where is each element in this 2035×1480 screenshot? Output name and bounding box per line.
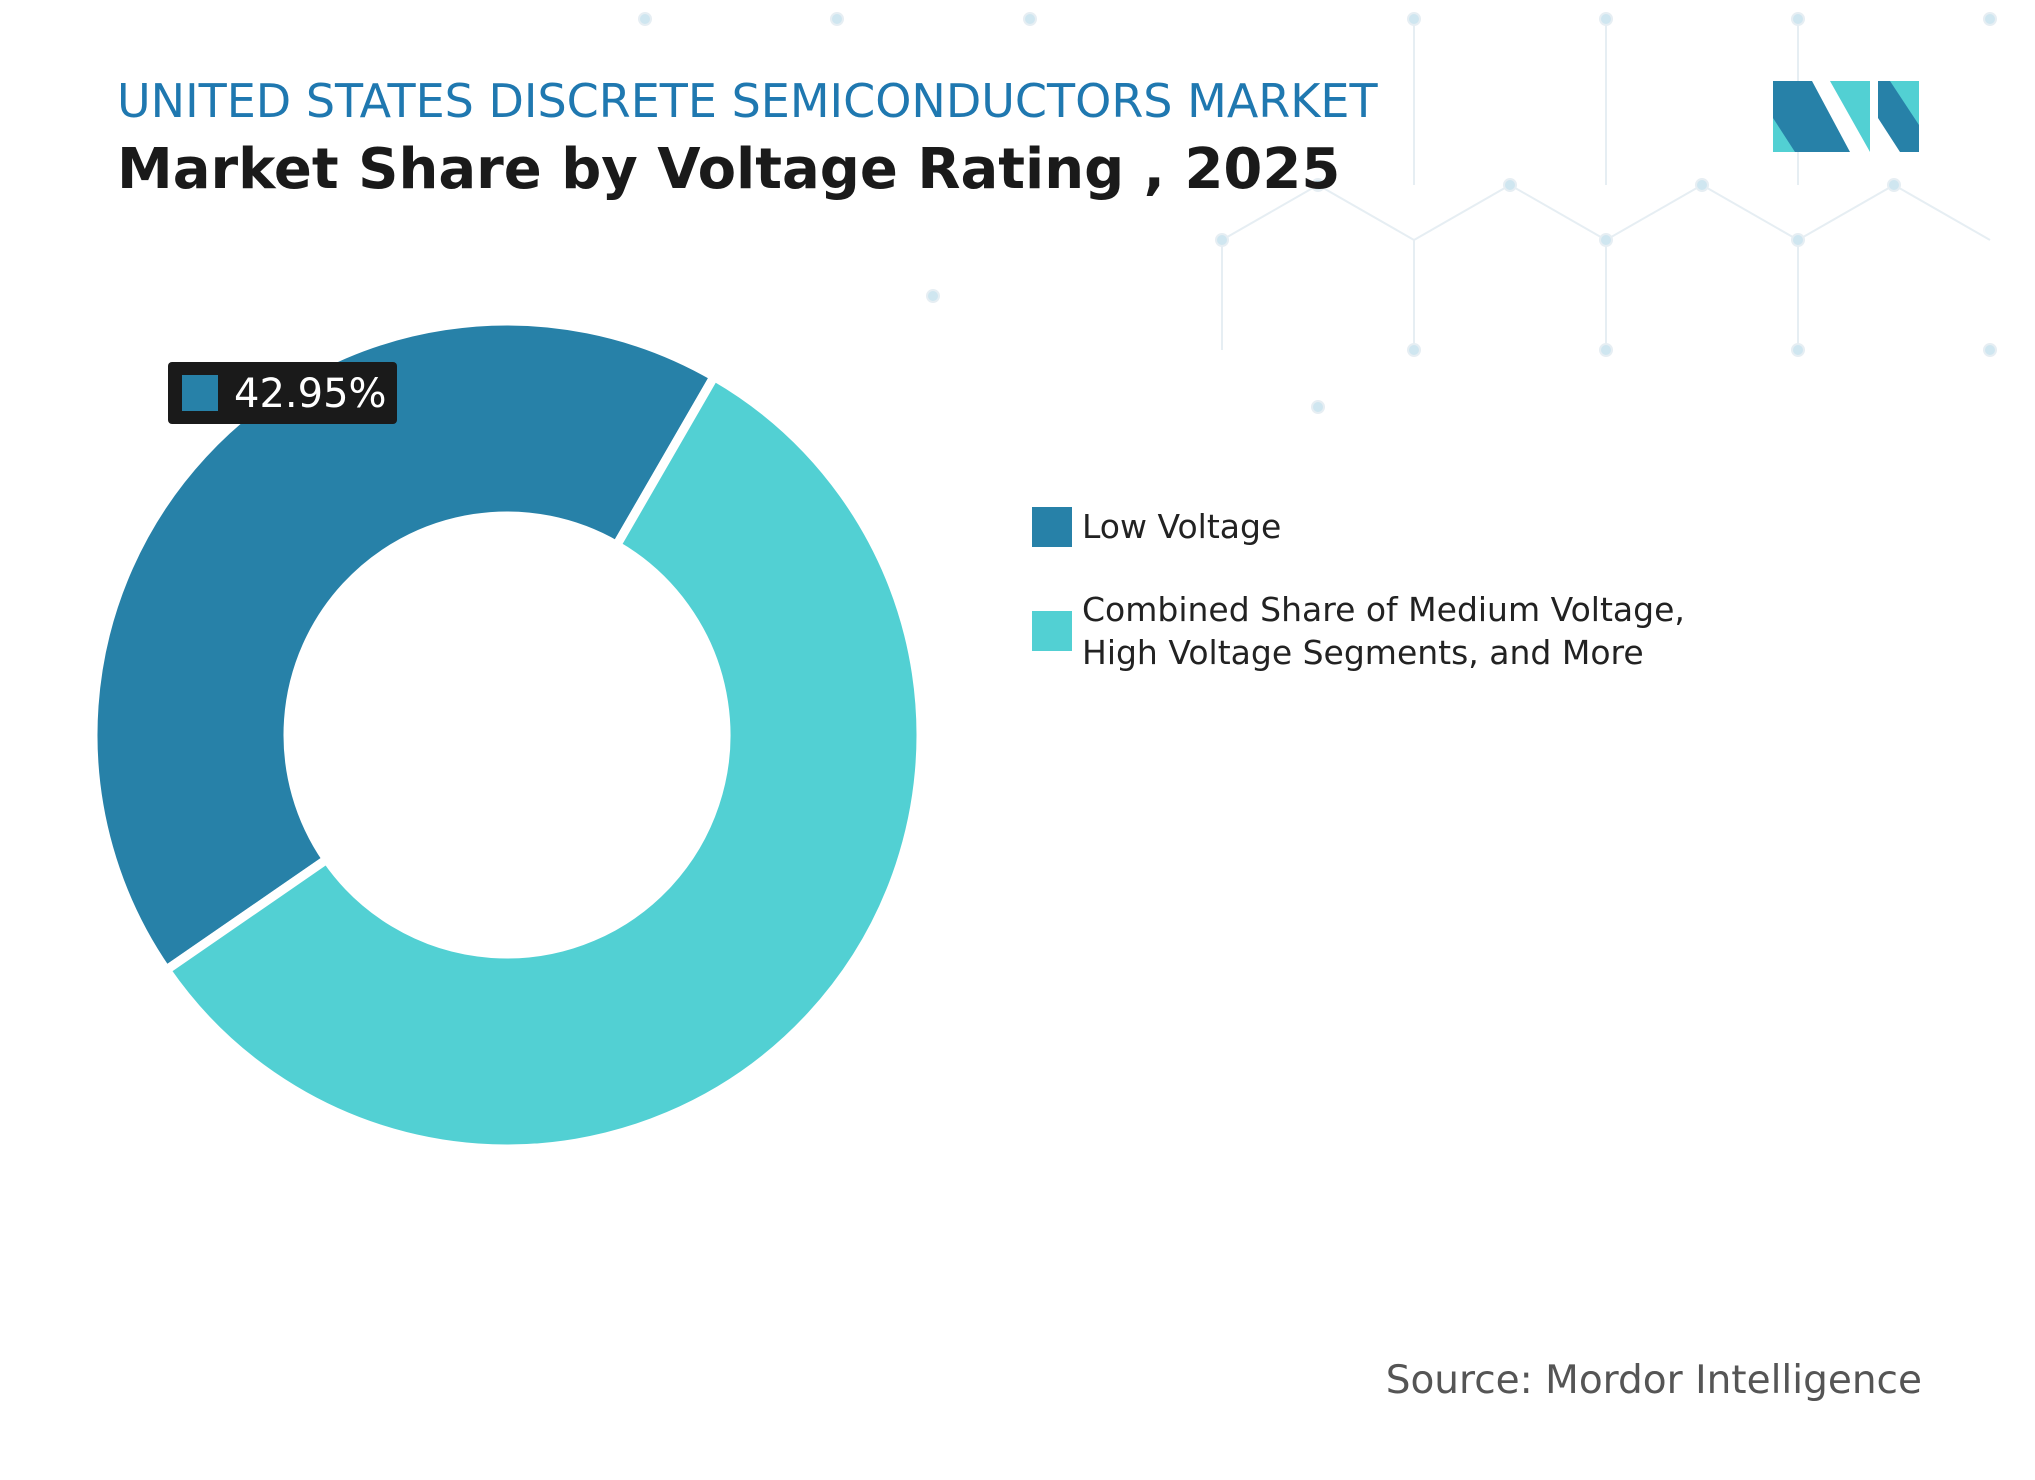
legend-swatch bbox=[1032, 506, 1072, 547]
value-label-box bbox=[168, 362, 397, 424]
donut: 42.95% bbox=[88, 316, 926, 1154]
chart-subtitle: UNITED STATES DISCRETE SEMICONDUCTORS MA… bbox=[117, 74, 1378, 128]
source: Source: Mordor Intelligence bbox=[1386, 1358, 1922, 1403]
value-label: 42.95% bbox=[234, 371, 387, 417]
legend-item: Combined Share of Medium Voltage, High V… bbox=[1032, 588, 1702, 674]
value-label-swatch bbox=[182, 375, 218, 411]
legend-label: Combined Share of Medium Voltage, High V… bbox=[1082, 590, 1685, 672]
chart-title: Market Share by Voltage Rating , 2025 bbox=[117, 137, 1340, 202]
logo bbox=[1773, 81, 1919, 152]
legend-label: Low Voltage bbox=[1082, 507, 1282, 546]
legend-item: Low Voltage bbox=[1032, 505, 1702, 548]
donut-segment bbox=[88, 316, 721, 977]
donut-segment bbox=[159, 370, 926, 1154]
background-pattern bbox=[638, 12, 1997, 414]
legend-swatch bbox=[1032, 611, 1072, 651]
